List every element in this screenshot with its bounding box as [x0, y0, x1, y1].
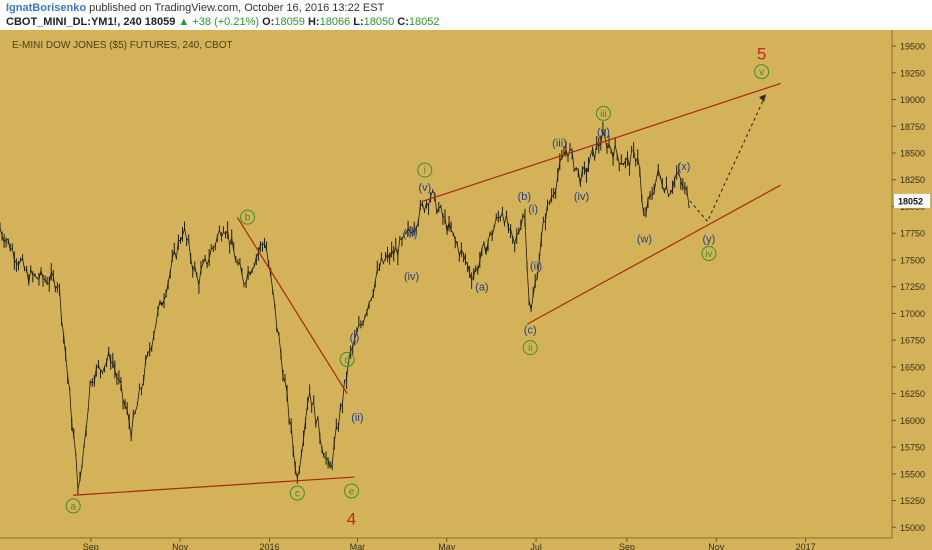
chart-axes: 15000 15250 15500 15750 16000 16250 16500 16750…	[0, 30, 932, 550]
y-tick-label: 15750	[900, 443, 925, 453]
circle-label: ii	[528, 343, 532, 354]
y-tick-label: 18250	[900, 175, 925, 185]
y-tick-label: 16250	[900, 389, 925, 399]
wave-label: (iii)	[403, 228, 418, 240]
trendlines	[73, 82, 781, 496]
y-tick-label: 17250	[900, 282, 925, 292]
wave-label: (i)	[350, 332, 360, 344]
y-axis-area	[892, 30, 932, 550]
high-label: H:	[307, 16, 320, 28]
symbol-name: CBOT_MINI_DL:YM1!, 240	[6, 16, 142, 28]
y-tick-label: 17000	[900, 309, 925, 319]
circle-label: e	[349, 486, 355, 497]
wave-circle	[344, 483, 360, 499]
wave-circle	[65, 498, 81, 514]
wave-label: (v)	[418, 182, 431, 194]
last-price-marker	[894, 193, 930, 208]
x-tick-label: Nov	[172, 542, 189, 550]
wave-label: (ii)	[351, 412, 363, 424]
wave-label: (iv)	[574, 191, 589, 203]
publish-info: published on TradingView.com, October 16…	[86, 2, 385, 14]
chart-title: E-MINI DOW JONES ($5) FUTURES, 240, CBOT	[12, 40, 233, 51]
y-tick-label: 18500	[900, 148, 925, 158]
degree-label: 4	[347, 510, 356, 529]
y-tick-label: 19000	[900, 95, 925, 105]
circle-label: iii	[600, 109, 607, 120]
wave-label: (y)	[702, 234, 715, 246]
wave-label: (i)	[528, 204, 538, 216]
circle-label: v	[759, 67, 764, 78]
x-tick-label: Sep	[83, 542, 99, 550]
circle-label: c	[295, 489, 300, 500]
y-tick-label: 15500	[900, 469, 925, 479]
y-tick-label: 17750	[900, 229, 925, 239]
forecast-path	[689, 93, 767, 223]
chart-background	[0, 30, 932, 550]
wave-circle	[417, 162, 433, 178]
last-price: 18059	[144, 16, 176, 28]
price-change: +38 (+0.21%)	[192, 16, 260, 28]
wave-label: (c)	[524, 324, 537, 336]
price-chart[interactable]: 15000 15250 15500 15750 16000 16250 16500 16750…	[0, 30, 932, 550]
wave-circle	[240, 209, 256, 225]
open-value: 18059	[274, 16, 305, 28]
wave-label: (x)	[678, 161, 691, 173]
y-tick-label: 16750	[900, 336, 925, 346]
close-label: C:	[397, 16, 409, 28]
x-tick-label: 2016	[259, 542, 279, 550]
y-tick-label: 19250	[900, 68, 925, 78]
y-tick-label: 18750	[900, 122, 925, 132]
change-arrow-icon: ▲	[178, 16, 190, 28]
degree-label: 5	[757, 45, 766, 64]
trendline	[423, 82, 781, 202]
x-tick-label: 2017	[796, 542, 816, 550]
x-tick-label: Jul	[530, 542, 542, 550]
y-tick-label: 16500	[900, 362, 925, 372]
wave-label: (ii)	[530, 260, 542, 272]
y-tick-label: 16000	[900, 416, 925, 426]
wave-label: (v)	[597, 127, 610, 139]
wave-label: (iv)	[404, 271, 419, 283]
circle-label: iv	[705, 249, 712, 260]
y-tick-label: 15250	[900, 496, 925, 506]
circle-label: a	[70, 501, 76, 512]
circle-label: i	[424, 166, 426, 177]
wave-circle	[522, 340, 538, 356]
circle-label: d	[344, 355, 350, 366]
x-tick-label: Sep	[619, 542, 635, 550]
x-tick-label: May	[438, 542, 456, 550]
x-tick-label: Mar	[350, 542, 366, 550]
price-line	[0, 129, 690, 490]
wave-label: (w)	[637, 234, 652, 246]
high-value: 18066	[319, 16, 351, 28]
wave-circle	[339, 351, 355, 367]
low-value: 18050	[363, 16, 395, 28]
y-tick-label: 17500	[900, 255, 925, 265]
circle-label: b	[245, 213, 251, 224]
open-label: O:	[262, 16, 275, 28]
wave-circle	[289, 485, 305, 501]
wave-label: (a)	[475, 282, 488, 294]
wave-label: (b)	[518, 191, 531, 203]
close-value: 18052	[408, 16, 440, 28]
trendline	[527, 184, 781, 325]
publish-line: IgnatBorisenko published on TradingView.…	[6, 2, 384, 14]
wave-circle	[754, 64, 770, 80]
y-tick-label: 15000	[900, 523, 925, 533]
trendline	[73, 476, 355, 496]
wave-circle	[701, 246, 717, 262]
symbol-line: CBOT_MINI_DL:YM1!, 240 18059 ▲ +38 (+0.2…	[6, 16, 440, 28]
x-tick-label: Nov	[708, 542, 725, 550]
forecast-arrowhead	[759, 94, 767, 103]
low-label: L:	[353, 16, 364, 28]
wave-circle	[595, 105, 611, 121]
chart-header: IgnatBorisenko published on TradingView.…	[0, 0, 932, 30]
wave-labels: (v)(iii)(iv)(a)(b)(i)(ii)(c)(iii)(iv)(v)…	[65, 45, 770, 529]
trendline	[236, 216, 348, 394]
last-price-label: 18052	[898, 196, 923, 206]
author-link[interactable]: IgnatBorisenko	[6, 2, 87, 14]
y-tick-label: 19500	[900, 42, 925, 52]
price-series	[0, 121, 690, 495]
wave-label: (iii)	[552, 137, 567, 149]
